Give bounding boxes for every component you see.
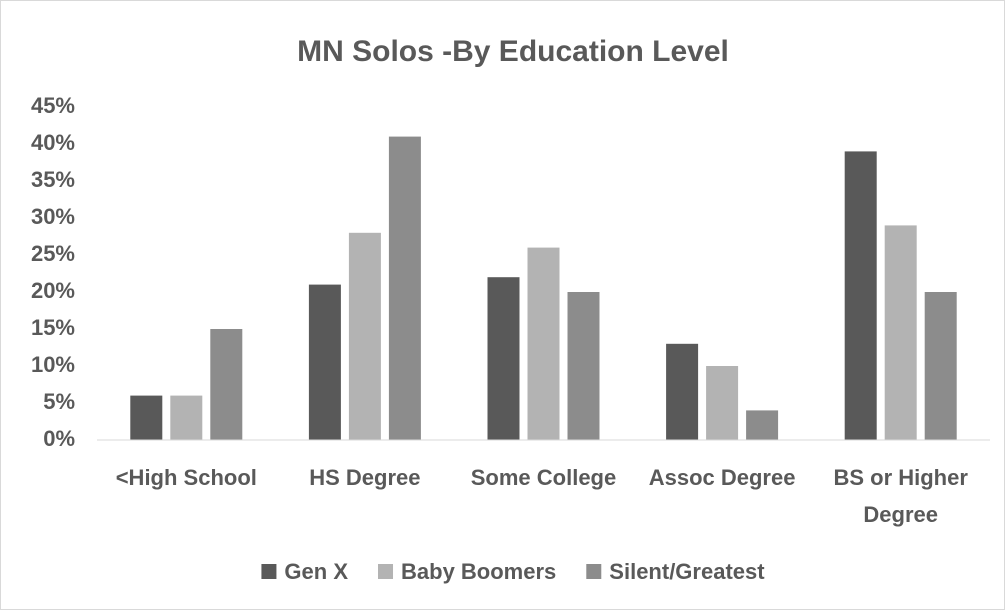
x-tick-label: <High School [116,465,257,490]
bar [170,395,203,440]
bar [487,277,520,440]
bar [746,410,779,440]
y-tick-label: 20% [31,278,75,303]
legend-label: Silent/Greatest [609,559,765,584]
x-tick-label: BS or Higher Degree [833,465,968,527]
y-tick-label: 10% [31,352,75,377]
y-tick-label: 25% [31,241,75,266]
bar [210,329,243,440]
bar [527,247,560,440]
bar [308,284,341,440]
chart-title: MN Solos -By Education Level [297,35,729,68]
bar [567,292,600,440]
legend-label: Gen X [284,559,348,584]
legend-swatch [586,564,602,579]
x-tick-label: Some College [471,465,616,490]
legend: Gen X Baby Boomers Silent/Greatest [261,559,765,584]
bar [844,151,877,440]
legend-swatch [378,564,394,579]
bar [924,292,957,440]
y-tick-label: 40% [31,130,75,155]
y-tick-label: 45% [31,93,75,118]
bar [130,395,163,440]
x-tick-label: Assoc Degree [649,465,796,490]
y-tick-label: 30% [31,204,75,229]
bar [388,136,421,440]
y-tick-label: 5% [43,389,75,414]
bar [666,343,699,440]
y-tick-label: 0% [43,426,75,451]
bar [706,366,739,440]
bar [884,225,917,440]
legend-swatch [261,564,277,579]
y-tick-label: 35% [31,167,75,192]
y-tick-label: 15% [31,315,75,340]
legend-label: Baby Boomers [401,559,556,584]
bar [348,232,381,440]
x-tick-label: HS Degree [309,465,420,490]
